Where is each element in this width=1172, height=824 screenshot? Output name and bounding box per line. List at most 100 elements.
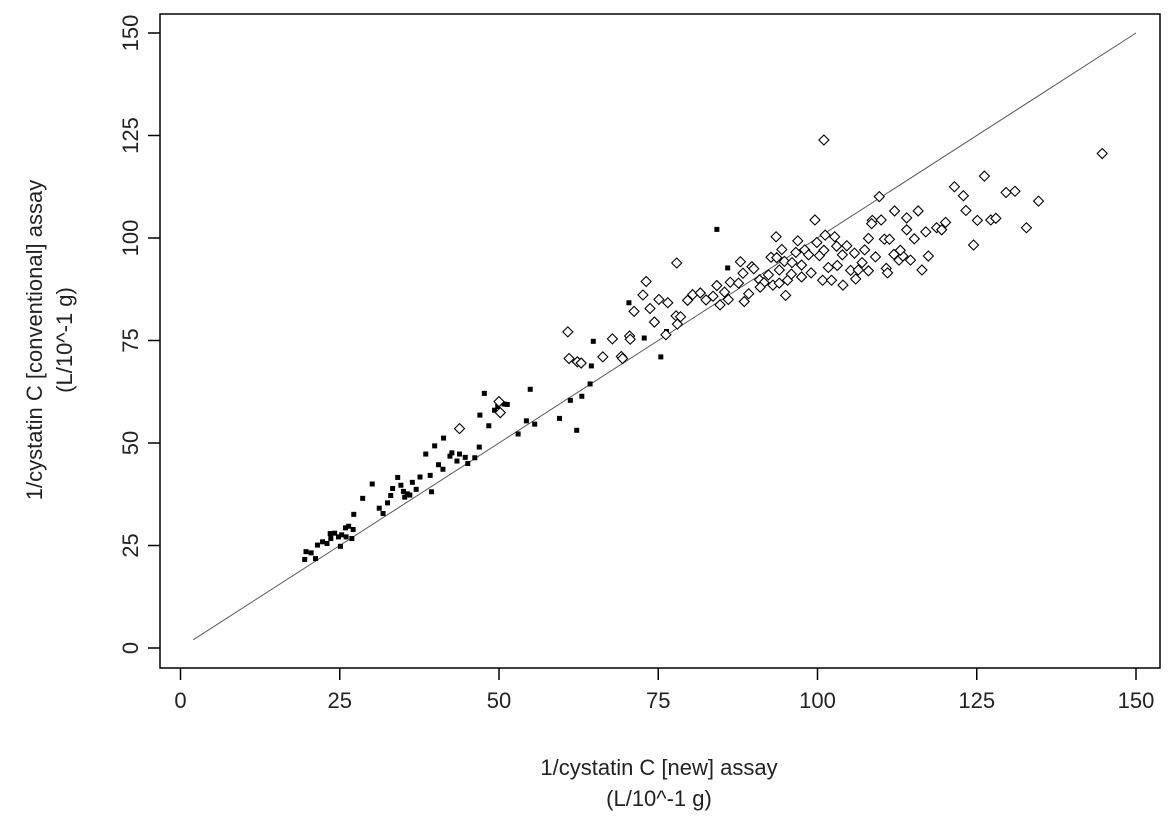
data-point-square xyxy=(579,393,585,399)
data-point-square xyxy=(376,505,382,511)
axis-labels: 1/cystatin C [new] assay (L/10^-1 g) 1/c… xyxy=(22,180,778,811)
data-point-square xyxy=(587,381,593,387)
data-point-diamond xyxy=(795,271,808,283)
data-point-square xyxy=(385,500,391,506)
data-point-diamond xyxy=(957,189,970,202)
data-point-diamond xyxy=(908,233,921,245)
data-point-square xyxy=(404,491,410,497)
data-point-diamond xyxy=(900,224,913,236)
x-tick-label: 150 xyxy=(1118,688,1155,713)
data-point-square xyxy=(423,451,429,457)
data-point-square xyxy=(402,494,408,500)
data-point-diamond xyxy=(900,212,913,224)
data-point-diamond xyxy=(707,290,719,302)
data-point-diamond xyxy=(738,295,751,308)
data-point-diamond xyxy=(830,240,843,252)
data-point-square xyxy=(574,427,580,433)
data-point-square xyxy=(327,531,333,537)
data-point-diamond xyxy=(935,224,948,236)
y-tick-label: 0 xyxy=(118,642,143,654)
data-point-square xyxy=(313,556,319,562)
data-point-diamond xyxy=(734,256,747,268)
data-point-square xyxy=(476,444,482,450)
data-point-square xyxy=(447,453,453,459)
data-point-diamond xyxy=(711,279,723,292)
data-point-square xyxy=(417,474,423,480)
data-point-square xyxy=(337,543,343,549)
data-point-diamond xyxy=(881,267,894,279)
data-point-square xyxy=(588,363,594,369)
data-point-square xyxy=(302,556,308,562)
data-point-diamond xyxy=(912,205,924,217)
data-point-diamond xyxy=(948,180,961,193)
data-point-diamond xyxy=(778,255,791,268)
data-point-diamond xyxy=(818,244,830,257)
data-point-square xyxy=(395,474,401,480)
data-point-square xyxy=(557,415,563,421)
data-point-square xyxy=(658,354,664,360)
x-tick-label: 125 xyxy=(958,688,995,713)
data-point-diamond xyxy=(862,232,875,245)
data-point-diamond xyxy=(648,316,661,328)
data-point-diamond xyxy=(818,134,830,146)
data-point-diamond xyxy=(494,406,507,419)
data-point-square xyxy=(369,481,375,487)
data-point-square xyxy=(351,511,357,517)
data-point-diamond xyxy=(714,299,726,311)
data-point-square xyxy=(328,536,334,542)
data-point-diamond xyxy=(1096,147,1109,160)
data-point-square xyxy=(567,397,573,403)
data-point-square xyxy=(481,390,487,396)
data-point-square xyxy=(342,525,348,531)
data-point-square xyxy=(432,443,438,449)
data-point-diamond xyxy=(644,302,656,315)
data-point-diamond xyxy=(670,257,683,269)
axes: 0 25 50 75 100 125 150 0 25 50 75 100 125 150 xyxy=(118,13,1161,713)
data-point-diamond xyxy=(894,244,907,257)
data-point-diamond xyxy=(776,243,788,256)
data-point-square xyxy=(339,532,345,538)
data-point-diamond xyxy=(770,230,782,243)
data-point-diamond xyxy=(862,265,875,277)
data-point-square xyxy=(349,536,355,542)
data-point-diamond xyxy=(967,239,980,251)
data-point-diamond xyxy=(795,259,808,271)
data-point-square xyxy=(714,226,720,232)
data-point-square xyxy=(472,455,478,461)
data-point-diamond xyxy=(858,244,871,256)
data-point-square xyxy=(504,401,510,407)
data-point-diamond xyxy=(1000,186,1012,199)
data-point-diamond xyxy=(563,352,575,365)
data-point-square xyxy=(308,550,314,556)
data-point-diamond xyxy=(809,214,821,226)
data-point-square xyxy=(303,549,309,555)
y-tick-label: 50 xyxy=(118,431,143,455)
data-point-diamond xyxy=(791,235,804,247)
data-point-diamond xyxy=(922,250,935,262)
data-point-square xyxy=(343,534,349,540)
x-axis-title-line-1: 1/cystatin C [new] assay xyxy=(540,755,777,780)
data-point-diamond xyxy=(770,251,783,264)
data-point-diamond xyxy=(849,273,862,285)
data-point-diamond xyxy=(888,205,901,217)
plot-frame xyxy=(159,13,1161,669)
data-point-diamond xyxy=(869,251,882,263)
data-point-square xyxy=(320,539,326,545)
x-tick-label: 100 xyxy=(799,688,836,713)
data-point-diamond xyxy=(978,170,991,182)
data-point-diamond xyxy=(637,289,649,301)
data-point-diamond xyxy=(841,240,853,252)
data-point-diamond xyxy=(920,226,932,238)
data-point-diamond xyxy=(754,281,766,293)
data-point-diamond xyxy=(575,357,587,369)
data-point-square xyxy=(590,338,596,344)
data-point-diamond xyxy=(681,294,694,307)
data-point-diamond xyxy=(822,261,835,274)
data-point-diamond xyxy=(883,233,896,246)
data-point-square xyxy=(501,401,507,407)
x-tick-label: 0 xyxy=(174,688,186,713)
data-point-diamond xyxy=(802,249,815,261)
data-point-diamond xyxy=(674,310,687,323)
data-point-diamond xyxy=(628,305,640,318)
